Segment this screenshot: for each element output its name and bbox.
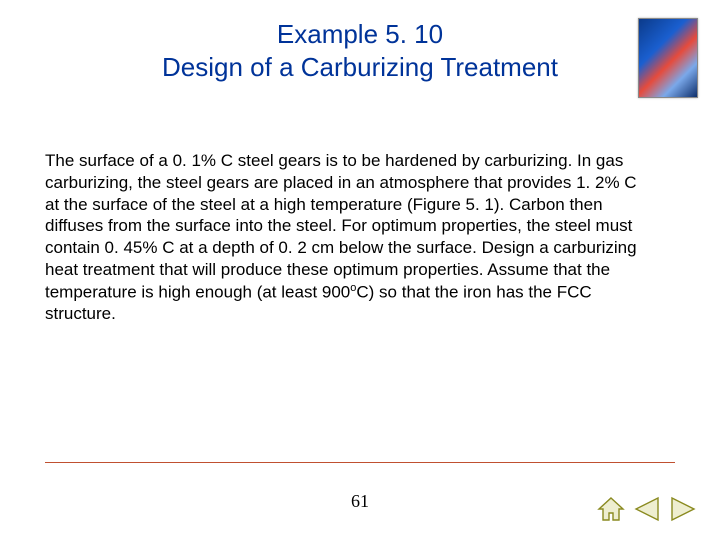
slide: Example 5. 10 Design of a Carburizing Tr…: [0, 0, 720, 540]
home-icon: [596, 496, 626, 522]
nav-controls: [596, 496, 698, 522]
title-line-2: Design of a Carburizing Treatment: [0, 51, 720, 84]
body-text-main: The surface of a 0. 1% C steel gears is …: [45, 151, 637, 301]
book-thumbnail: [638, 18, 698, 98]
prev-button[interactable]: [632, 496, 662, 522]
prev-icon: [632, 496, 662, 522]
next-icon: [668, 496, 698, 522]
title-line-1: Example 5. 10: [0, 18, 720, 51]
body-paragraph: The surface of a 0. 1% C steel gears is …: [45, 150, 645, 325]
home-button[interactable]: [596, 496, 626, 522]
slide-title: Example 5. 10 Design of a Carburizing Tr…: [0, 18, 720, 83]
next-button[interactable]: [668, 496, 698, 522]
divider-line: [45, 462, 675, 463]
